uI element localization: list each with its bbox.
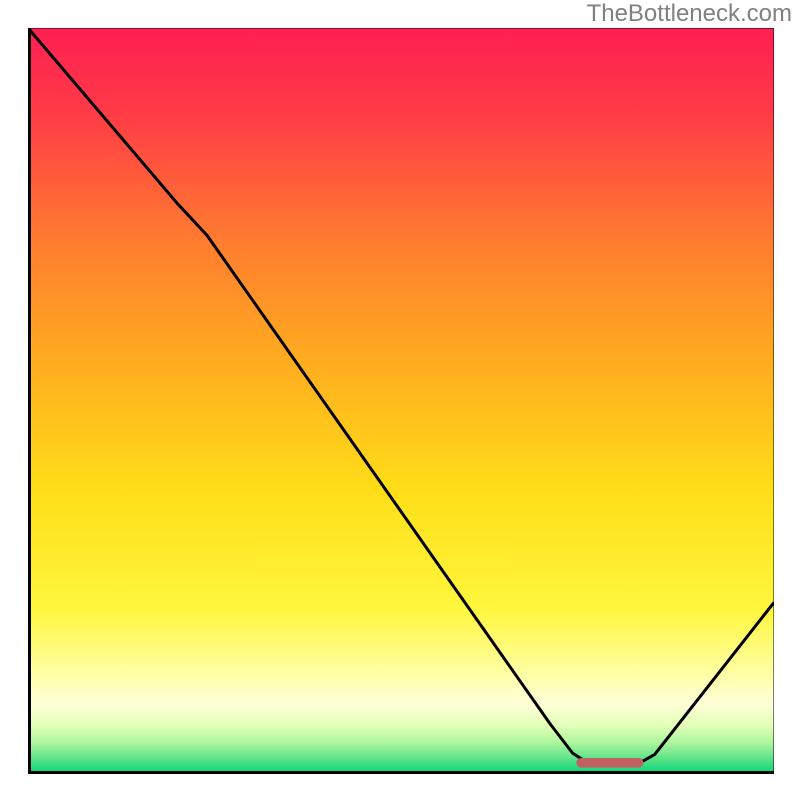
watermark-text: TheBottleneck.com	[587, 0, 792, 28]
chart-stage: TheBottleneck.com	[0, 0, 800, 800]
chart-area	[28, 28, 774, 774]
chart-svg	[28, 28, 774, 774]
